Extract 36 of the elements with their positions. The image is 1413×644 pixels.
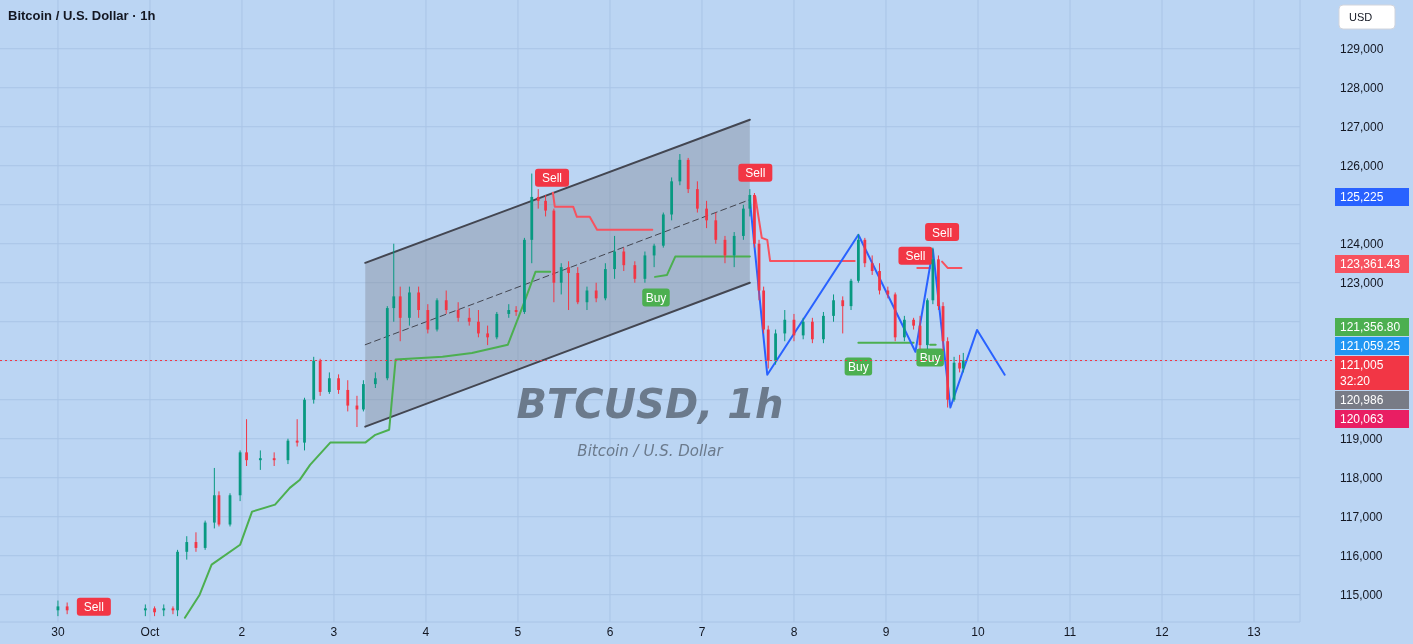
text: 120,063 [1340,412,1384,426]
y-tick-label: 115,000 [1340,587,1383,602]
x-tick-label: 13 [1247,625,1261,639]
annotation: BTCUSD, 1h [516,381,784,427]
y-tick-label: 124,000 [1340,236,1384,251]
x-tick-label: 4 [422,625,430,639]
text: 121,059.25 [1340,339,1401,353]
y-tick-label: 123,000 [1340,275,1384,290]
text: 121,356.80 [1340,320,1401,334]
y-tick-label: 118,000 [1340,470,1383,485]
y-tick-label: 117,000 [1340,509,1383,524]
x-tick-label: 7 [698,625,706,639]
y-tick-label: 128,000 [1340,80,1384,95]
ref-line-label: 121,005 32:20 [1340,358,1384,388]
y-tick-label: 126,000 [1340,158,1384,173]
text: 123,361.43 [1340,257,1401,271]
text: Bitcoin / U.S. Dollar · 1h [8,8,156,23]
x-tick-label: 9 [882,625,890,639]
x-tick-label: 3 [330,625,338,639]
text: 125,225 [1340,190,1384,204]
x-tick-label: 30 [51,625,65,639]
x-tick-label: 12 [1155,625,1169,639]
y-tick-label: 116,000 [1340,548,1383,563]
x-tick-label: 6 [606,625,614,639]
y-tick-label: 127,000 [1340,119,1384,134]
y-tick-label: 129,000 [1340,41,1384,56]
annotation: Bitcoin / U.S. Dollar [577,442,724,460]
y-axis-title: USD [1349,11,1373,23]
x-tick-label: 2 [238,625,246,639]
text: 120,986 [1340,393,1384,407]
y-tick-label: 119,000 [1340,431,1383,446]
x-tick-label: Oct [140,625,160,639]
x-tick-label: 8 [790,625,798,639]
x-tick-label: 5 [514,625,522,639]
x-tick-label: 10 [971,625,985,639]
x-tick-label: 11 [1063,625,1077,639]
